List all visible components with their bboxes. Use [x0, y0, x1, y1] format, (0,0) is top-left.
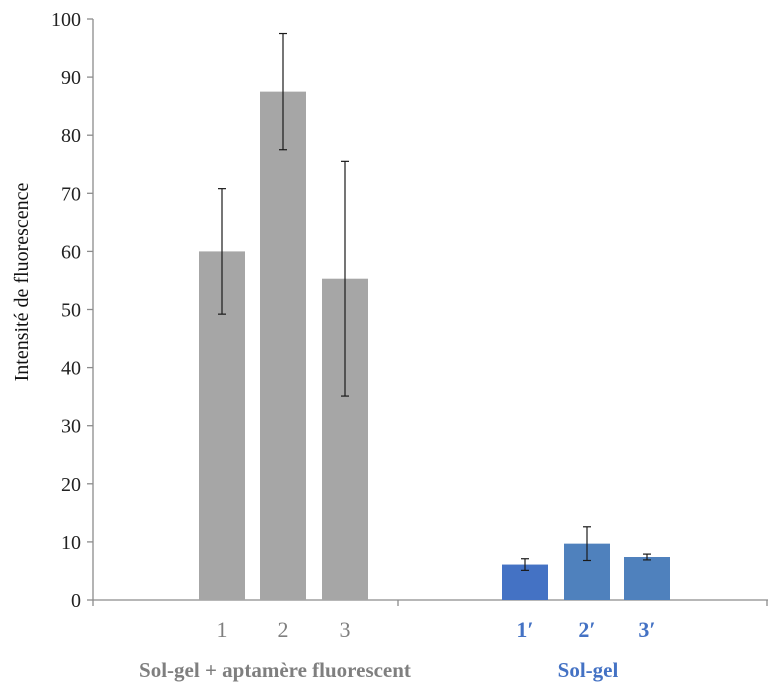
error-bars: [218, 32, 651, 571]
y-tick-label: 40: [61, 358, 81, 380]
y-tick-label: 60: [61, 241, 81, 263]
y-tick-label: 50: [61, 300, 81, 322]
x-tick-label: 2′: [578, 617, 595, 642]
y-tick-label: 10: [61, 532, 81, 554]
bar: [260, 91, 306, 600]
x-tick-label: 1′: [516, 617, 533, 642]
y-tick-label: 80: [61, 125, 81, 147]
y-tick-label: 0: [71, 590, 81, 612]
bar: [624, 557, 670, 600]
labels: 1 2 3 1′ 2′ 3′ Sol-gel + aptamère fluorescent S…: [139, 617, 656, 682]
y-tick-label: 90: [61, 67, 81, 89]
group-label: Sol-gel + aptamère fluorescent: [139, 658, 411, 682]
y-axis-label: Intensité de fluorescence: [11, 182, 33, 381]
y-tick-label: 100: [51, 9, 81, 31]
y-tick-label: 30: [61, 416, 81, 438]
x-tick-label: 3′: [638, 617, 655, 642]
x-tick-label: 3: [340, 617, 351, 642]
x-tick-label: 1: [217, 617, 228, 642]
group-label: Sol-gel: [558, 658, 619, 682]
axes: 0 10 20 30 40 50 60 70 80 90 100: [51, 9, 768, 612]
bars: [199, 91, 670, 600]
y-tick-label: 70: [61, 183, 81, 205]
x-tick-label: 2: [278, 617, 289, 642]
y-tick-label: 20: [61, 474, 81, 496]
